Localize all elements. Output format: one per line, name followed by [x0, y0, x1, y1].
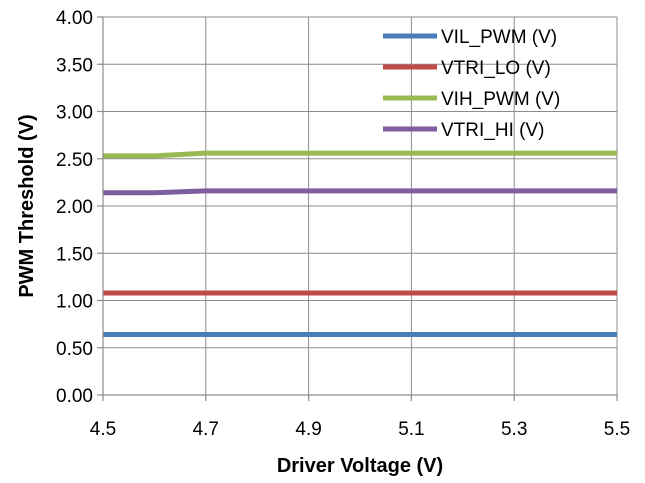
legend-label-1: VTRI_LO (V)	[441, 58, 551, 79]
y-tick-label: 0.00	[56, 386, 93, 407]
y-axis-title: PWM Threshold (V)	[16, 114, 38, 297]
y-tick-label: 3.50	[56, 55, 93, 76]
legend-label-3: VTRI_HI (V)	[441, 120, 544, 141]
y-tick-labels: 0.00 0.50 1.00 1.50 2.00 2.50 3.00 3.50 4.00	[56, 8, 93, 407]
y-tick-label: 2.00	[56, 197, 93, 218]
legend-label-0: VIL_PWM (V)	[441, 27, 557, 48]
y-tick-label: 0.50	[56, 339, 93, 360]
x-axis-title: Driver Voltage (V)	[277, 455, 443, 477]
series-line-2	[103, 150, 617, 159]
series-lines	[103, 150, 617, 338]
y-tick-label: 1.00	[56, 292, 93, 313]
x-tick-label: 5.3	[501, 419, 527, 440]
x-tick-label: 4.7	[193, 419, 219, 440]
legend-label-2: VIH_PWM (V)	[441, 89, 560, 110]
legend: VIL_PWM (V) VTRI_LO (V) VIH_PWM (V) VTRI_HI…	[383, 27, 560, 141]
y-tick-label: 1.50	[56, 244, 93, 265]
x-tick-label: 4.5	[90, 419, 116, 440]
x-tick-label: 4.9	[295, 419, 321, 440]
grid-lines	[102, 16, 618, 396]
axes	[97, 16, 618, 401]
x-tick-labels: 4.5 4.7 4.9 5.1 5.3 5.5	[90, 419, 630, 440]
x-tick-label: 5.5	[604, 419, 630, 440]
series-line-3	[103, 188, 617, 196]
y-tick-label: 2.50	[56, 150, 93, 171]
y-tick-label: 4.00	[56, 8, 93, 29]
x-tick-label: 5.1	[398, 419, 424, 440]
y-tick-label: 3.00	[56, 103, 93, 124]
